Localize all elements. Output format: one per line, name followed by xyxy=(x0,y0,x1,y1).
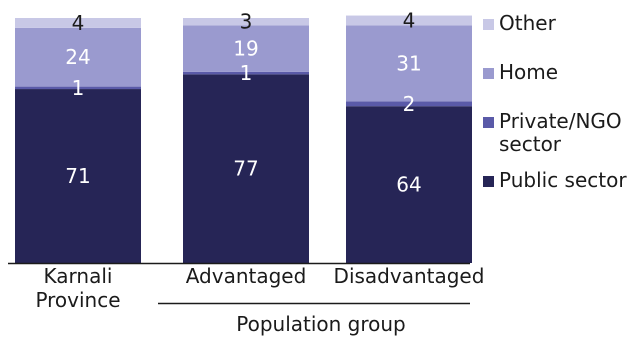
group-label: Population group xyxy=(236,312,406,336)
bar-segment-karnali-province-home xyxy=(15,27,141,87)
data-label-disadvantaged-other: 4 xyxy=(403,8,416,32)
data-label-karnali-province-public-sector: 71 xyxy=(65,164,90,188)
axis-layer: Karnali Province Advantaged Disadvantaged Po… xyxy=(8,262,485,336)
x-tick-label-line: Karnali xyxy=(44,264,113,288)
bar-segment-karnali-province-private-ngo-sector xyxy=(15,86,141,90)
bar-segment-karnali-province-public-sector xyxy=(15,89,141,263)
legend-item-home: Home xyxy=(483,61,638,84)
x-tick-label-line: Advantaged xyxy=(186,264,307,288)
legend-swatch-home xyxy=(483,68,494,79)
data-label-karnali-province-private-ngo-sector: 1 xyxy=(72,76,85,100)
legend-label-private-ngo-sector: Private/NGO sector xyxy=(499,109,622,156)
bars-layer xyxy=(15,15,472,263)
bar-segment-advantaged-other xyxy=(183,18,309,26)
legend-item-private-ngo-sector: Private/NGO sector xyxy=(483,110,638,156)
data-label-advantaged-public-sector: 77 xyxy=(233,157,258,181)
bar-segment-advantaged-public-sector xyxy=(183,74,309,263)
bar-segment-disadvantaged-private-ngo-sector xyxy=(346,101,472,107)
data-label-advantaged-other: 3 xyxy=(240,10,253,34)
bar-segment-disadvantaged-home xyxy=(346,25,472,102)
data-label-disadvantaged-private-ngo-sector: 2 xyxy=(403,92,416,116)
x-tick-label-disadvantaged: Disadvantaged xyxy=(334,264,485,288)
bar-segment-karnali-province-other xyxy=(15,18,141,28)
legend-swatch-other xyxy=(483,19,494,30)
bar-segment-advantaged-home xyxy=(183,25,309,72)
legend-swatch-private-ngo-sector xyxy=(483,117,494,128)
data-label-karnali-province-other: 4 xyxy=(72,11,85,35)
bar-segment-disadvantaged-public-sector xyxy=(346,106,472,263)
x-tick-label-advantaged: Advantaged xyxy=(186,264,307,288)
legend-label-public-sector: Public sector xyxy=(499,168,627,192)
x-tick-label-line: Disadvantaged xyxy=(334,264,485,288)
data-label-advantaged-private-ngo-sector: 1 xyxy=(240,61,253,85)
data-label-advantaged-home: 19 xyxy=(233,37,258,61)
legend-label-other: Other xyxy=(499,11,556,35)
legend-swatch-public-sector xyxy=(483,176,494,187)
legend-item-other: Other xyxy=(483,12,638,35)
bar-segment-disadvantaged-other xyxy=(346,15,472,26)
legend-item-public-sector: Public sector xyxy=(483,169,638,192)
x-tick-label-line: Province xyxy=(35,288,120,312)
legend-label-home: Home xyxy=(499,60,559,84)
data-label-karnali-province-home: 24 xyxy=(65,45,90,69)
bar-segment-advantaged-private-ngo-sector xyxy=(183,71,309,75)
data-label-disadvantaged-public-sector: 64 xyxy=(396,173,421,197)
data-label-disadvantaged-home: 31 xyxy=(396,51,421,75)
x-tick-label-karnali-province: Karnali Province xyxy=(35,264,120,312)
